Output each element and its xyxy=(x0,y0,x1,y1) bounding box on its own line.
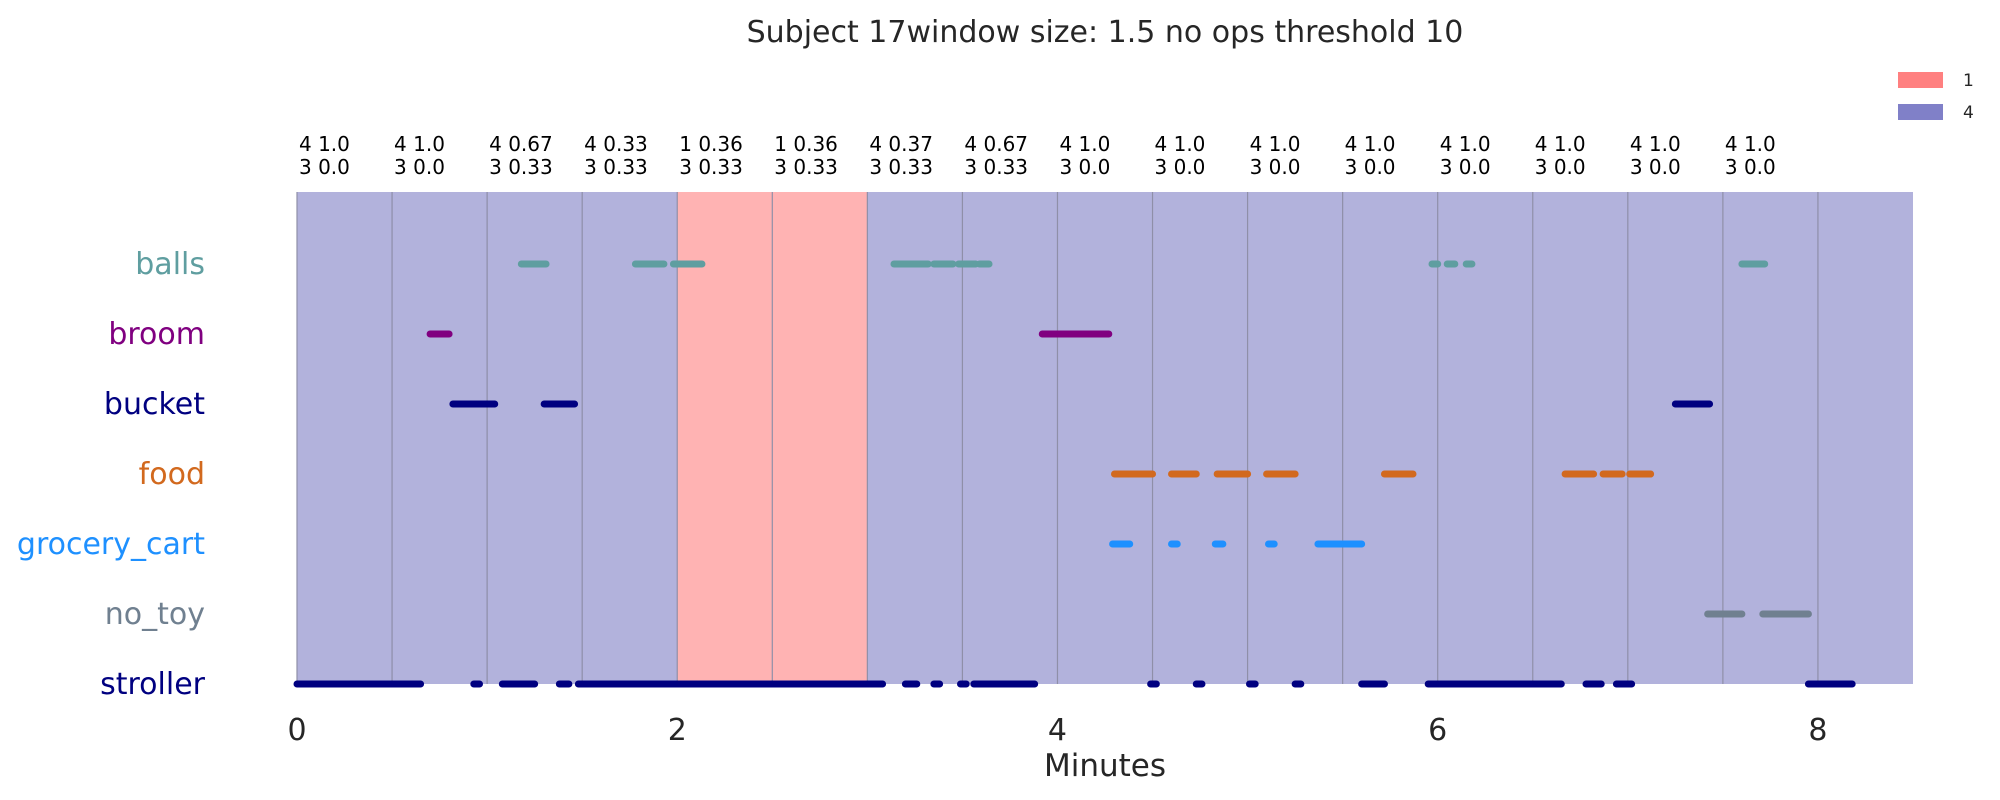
window-score-bottom-15: 3 0.0 xyxy=(1725,155,1776,179)
window-score-top-15: 4 1.0 xyxy=(1725,132,1776,156)
x-tick-label-0: 0 xyxy=(287,713,306,748)
window-band-7 xyxy=(962,192,1058,684)
window-score-top-1: 4 1.0 xyxy=(394,132,445,156)
legend-label-4: 4 xyxy=(1963,103,1974,123)
window-score-top-9: 4 1.0 xyxy=(1155,132,1206,156)
window-score-top-4: 1 0.36 xyxy=(679,132,743,156)
legend-swatch-1 xyxy=(1898,72,1943,88)
window-band-4 xyxy=(677,192,773,684)
window-score-bottom-4: 3 0.33 xyxy=(679,155,743,179)
window-score-bottom-2: 3 0.33 xyxy=(489,155,553,179)
window-band-16 xyxy=(1817,192,1913,684)
window-band-12 xyxy=(1437,192,1533,684)
x-tick-label-6: 6 xyxy=(1428,713,1447,748)
window-score-bottom-13: 3 0.0 xyxy=(1535,155,1586,179)
window-dividers xyxy=(296,192,1819,684)
window-score-top-6: 4 0.37 xyxy=(869,132,933,156)
window-score-bottom-8: 3 0.0 xyxy=(1059,155,1110,179)
y-axis-labels: balls broom bucket food grocery_cart no_toyst… xyxy=(17,247,206,702)
window-score-top-12: 4 1.0 xyxy=(1440,132,1491,156)
window-score-top-11: 4 1.0 xyxy=(1345,132,1396,156)
window-score-bottom-0: 3 0.0 xyxy=(299,155,350,179)
window-score-bottom-11: 3 0.0 xyxy=(1345,155,1396,179)
window-score-top-7: 4 0.67 xyxy=(964,132,1028,156)
window-score-top-8: 4 1.0 xyxy=(1059,132,1110,156)
window-band-2 xyxy=(487,192,583,684)
window-score-bottom-12: 3 0.0 xyxy=(1440,155,1491,179)
y-label-broom: broom xyxy=(108,317,205,352)
activity-segments xyxy=(293,260,1856,688)
window-score-bottom-10: 3 0.0 xyxy=(1250,155,1301,179)
window-score-top-3: 4 0.33 xyxy=(584,132,648,156)
x-tick-label-2: 2 xyxy=(668,713,687,748)
window-score-top-13: 4 1.0 xyxy=(1535,132,1586,156)
window-score-bottom-5: 3 0.33 xyxy=(774,155,838,179)
window-band-5 xyxy=(772,192,868,684)
y-label-balls: balls xyxy=(135,247,205,282)
window-band-0 xyxy=(297,192,393,684)
window-score-bottom-1: 3 0.0 xyxy=(394,155,445,179)
window-band-10 xyxy=(1247,192,1343,684)
window-score-bottom-6: 3 0.33 xyxy=(869,155,933,179)
window-band-3 xyxy=(582,192,678,684)
window-score-top-2: 4 0.67 xyxy=(489,132,553,156)
window-score-top-0: 4 1.0 xyxy=(299,132,350,156)
y-label-stroller: stroller xyxy=(100,667,206,702)
y-label-grocery_cart: grocery_cart xyxy=(17,527,205,562)
legend: 14 xyxy=(1898,71,1974,123)
x-axis-ticks: 0 2 4 6 8 xyxy=(287,713,1827,748)
window-score-top-5: 1 0.36 xyxy=(774,132,838,156)
y-label-no_toy: no_toy xyxy=(105,597,205,632)
y-label-food: food xyxy=(139,457,205,492)
window-band-9 xyxy=(1152,192,1248,684)
window-score-top-10: 4 1.0 xyxy=(1250,132,1301,156)
window-band-13 xyxy=(1532,192,1628,684)
window-band-1 xyxy=(392,192,488,684)
window-band-8 xyxy=(1057,192,1153,684)
x-tick-label-4: 4 xyxy=(1048,713,1067,748)
legend-swatch-4 xyxy=(1898,104,1943,120)
window-score-bottom-7: 3 0.33 xyxy=(964,155,1028,179)
window-score-bottom-14: 3 0.0 xyxy=(1630,155,1681,179)
x-axis-label: Minutes xyxy=(1044,748,1166,784)
window-score-bottom-9: 3 0.0 xyxy=(1155,155,1206,179)
window-band-11 xyxy=(1342,192,1438,684)
window-band-14 xyxy=(1627,192,1723,684)
y-label-bucket: bucket xyxy=(104,387,205,422)
x-tick-label-8: 8 xyxy=(1808,713,1827,748)
window-backgrounds xyxy=(297,192,1913,684)
window-band-15 xyxy=(1722,192,1818,684)
legend-label-1: 1 xyxy=(1963,71,1974,91)
chart-title: Subject 17window size: 1.5 no ops thresh… xyxy=(747,15,1464,50)
window-score-top-14: 4 1.0 xyxy=(1630,132,1681,156)
window-labels: 4 1.03 0.04 1.03 0.04 0.673 0.334 0.333 … xyxy=(299,132,1776,179)
window-score-bottom-3: 3 0.33 xyxy=(584,155,648,179)
window-band-6 xyxy=(867,192,963,684)
